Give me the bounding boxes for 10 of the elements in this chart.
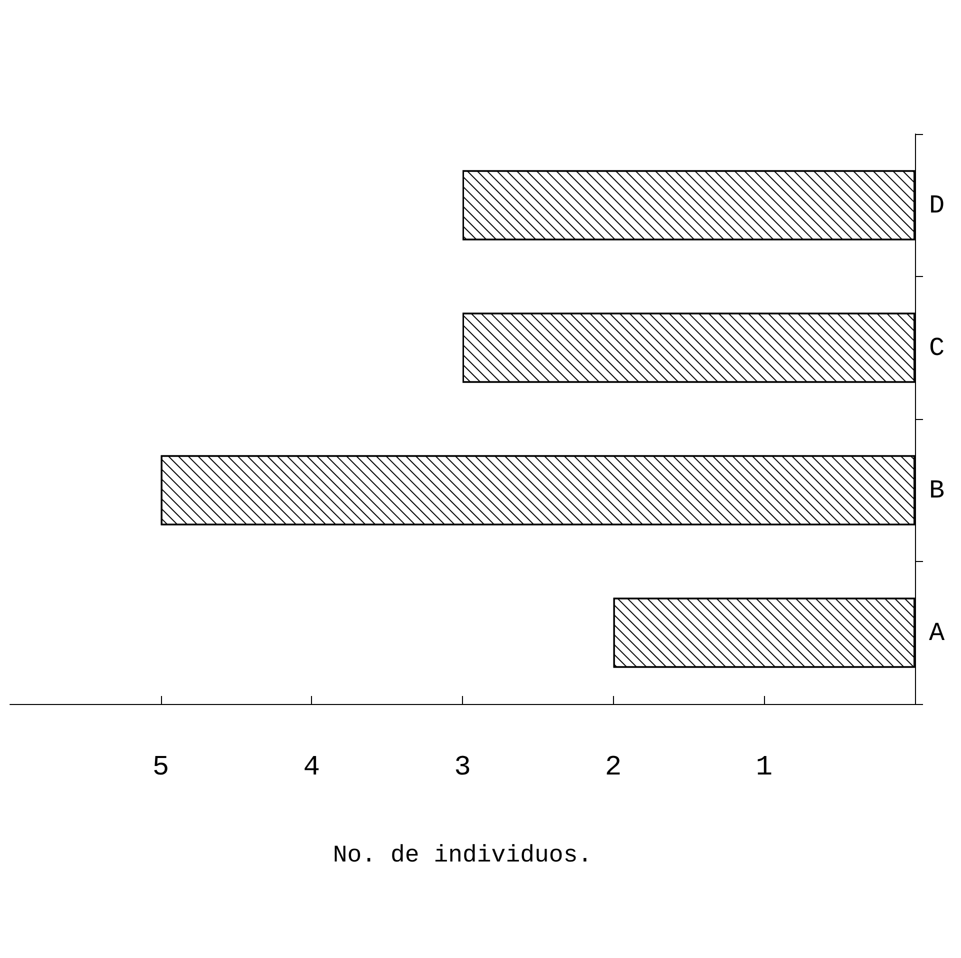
y-tick-label: A xyxy=(929,618,945,648)
x-tick-label: 5 xyxy=(152,752,170,784)
x-tick-label: 3 xyxy=(454,752,471,784)
x-tick-label: 2 xyxy=(604,752,622,784)
x-tick-label: 4 xyxy=(303,752,320,784)
y-tick-label: B xyxy=(929,475,945,506)
y-tick-label: C xyxy=(929,332,945,363)
y-tick-label: D xyxy=(929,190,945,220)
x-axis-title: No. de individuos. xyxy=(332,842,592,870)
x-tick-label: 1 xyxy=(756,752,773,784)
